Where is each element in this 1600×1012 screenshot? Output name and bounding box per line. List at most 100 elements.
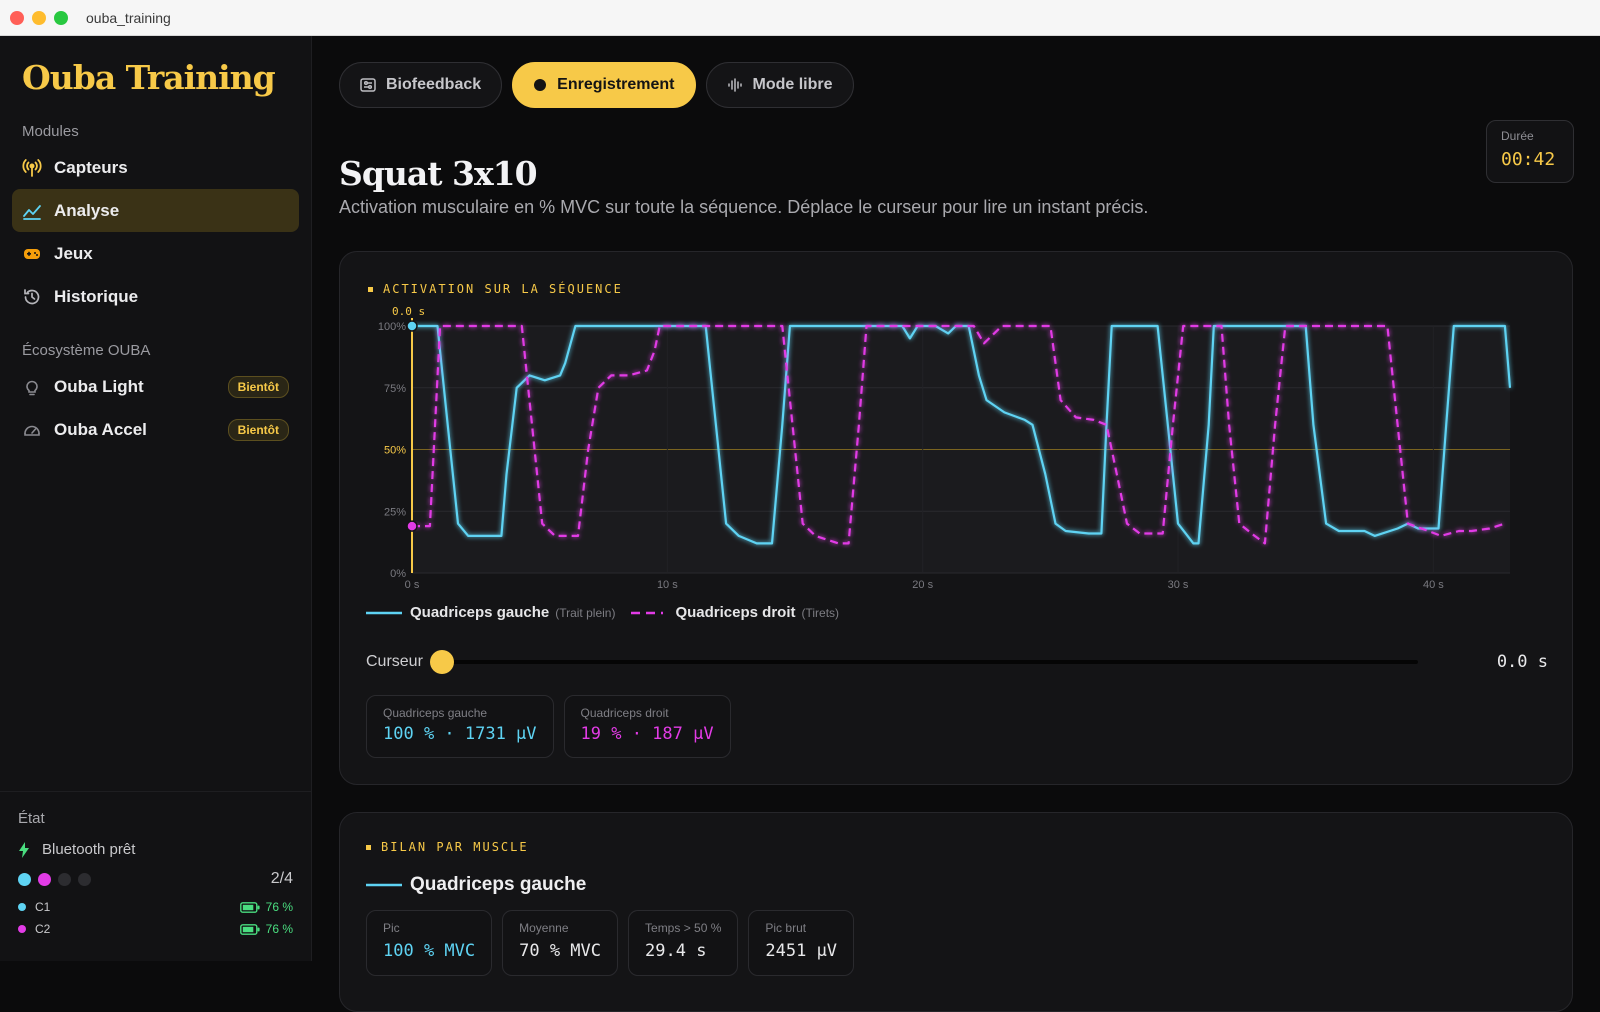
stat-label: Pic brut <box>765 921 807 935</box>
muscle-stats: Pic 100 % MVC Moyenne 70 % MVC Temps > 5… <box>366 910 1546 976</box>
maximize-window-button[interactable] <box>54 10 68 25</box>
battery-text: 76 % <box>265 900 293 914</box>
window-titlebar: ouba_training <box>0 0 1600 36</box>
close-window-button[interactable] <box>10 10 24 25</box>
cursor-label: Curseur <box>366 653 423 670</box>
y-tick-label: 25% <box>384 506 406 518</box>
cursor-slider[interactable] <box>430 650 1418 674</box>
cursor-point-gauche <box>406 320 418 332</box>
x-tick-label: 20 s <box>912 579 933 591</box>
activation-card-label: ACTIVATION SUR LA SÉQUENCE <box>368 282 623 296</box>
summary-card-label: BILAN PAR MUSCLE <box>366 840 1546 854</box>
duration-label: Durée <box>1501 129 1534 143</box>
gamepad-icon <box>22 244 42 264</box>
activation-card: ACTIVATION SUR LA SÉQUENCE 0% 25% 50% 75% 10… <box>339 251 1573 785</box>
x-tick-label: 0 s <box>405 579 420 591</box>
channel-dot <box>18 903 26 911</box>
stat-moyenne: Moyenne 70 % MVC <box>502 910 619 976</box>
stat-label: Moyenne <box>519 921 569 935</box>
sensor-dots: 2/4 <box>18 870 293 888</box>
sensor-dot-1 <box>18 872 31 886</box>
status-panel: État Bluetooth prêt 2/4 C1 76 % <box>0 791 311 961</box>
legend-left-hint: (Trait plein) <box>555 605 616 620</box>
x-tick-label: 40 s <box>1423 579 1444 591</box>
series-line-quadriceps-droit <box>412 324 1506 545</box>
coming-soon-badge: Bientôt <box>227 418 289 441</box>
session-header: Squat 3x10 Activation musculaire en % MV… <box>339 120 1574 218</box>
readout-label: Quadriceps gauche <box>383 706 488 720</box>
legend-right-name: Quadriceps droit <box>675 604 796 621</box>
battery-level: 76 % <box>239 922 293 936</box>
sidebar-item-analyse[interactable]: Analyse <box>12 189 299 232</box>
stat-pic-brut: Pic brut 2451 µV <box>748 910 855 976</box>
battery-level: 76 % <box>239 900 293 914</box>
sidebar-item-label: Ouba Accel <box>54 419 147 439</box>
cursor-slider-thumb[interactable] <box>430 650 454 674</box>
tab-enregistrement[interactable]: Enregistrement <box>512 62 696 108</box>
mode-tabs: Biofeedback Enregistrement Mode libre <box>339 62 1574 108</box>
bluetooth-status-text: Bluetooth prêt <box>42 841 136 858</box>
sidebar: Ouba Training Modules Capteurs Analyse J… <box>0 36 312 961</box>
window-title: ouba_training <box>86 9 171 26</box>
stat-value: 2451 µV <box>765 941 838 961</box>
cursor-row: Curseur 0.0 s <box>366 650 1548 674</box>
page-title: Squat 3x10 <box>339 154 538 193</box>
sidebar-item-ouba-accel[interactable]: Ouba Accel Bientôt <box>12 408 299 451</box>
stat-value: 29.4 s <box>645 941 707 961</box>
tab-label: Biofeedback <box>386 76 482 93</box>
y-tick-label: 0% <box>390 568 406 580</box>
stat-temps-au-dessus-50: Temps > 50 % 29.4 s <box>628 910 739 976</box>
dashed-line-legend-icon <box>631 611 664 614</box>
stat-value: 70 % MVC <box>519 941 602 961</box>
record-dot-icon <box>533 78 547 92</box>
page-subtitle: Activation musculaire en % MVC sur toute… <box>339 197 1149 217</box>
chart-legend: Quadriceps gauche (Trait plein) Quadrice… <box>366 604 855 621</box>
sidebar-item-capteurs[interactable]: Capteurs <box>12 146 299 189</box>
minimize-window-button[interactable] <box>32 10 46 25</box>
label-square-icon <box>368 287 373 292</box>
sidebar-item-jeux[interactable]: Jeux <box>12 232 299 275</box>
label-square-icon <box>366 845 371 850</box>
stat-pic: Pic 100 % MVC <box>366 910 493 976</box>
legend-right-hint: (Tirets) <box>801 605 840 620</box>
readout-value: 100 % · 1731 µV <box>383 724 537 744</box>
activation-chart[interactable]: 0% 25% 50% 75% 100% 0 s 10 s 20 s 30 s 40 s 0.0 s <box>340 302 1540 602</box>
y-tick-label: 50% <box>384 445 406 457</box>
readout-quadriceps-gauche: Quadriceps gauche 100 % · 1731 µV <box>366 695 554 758</box>
channel-dot <box>18 925 26 933</box>
chart-line-icon <box>22 201 42 221</box>
x-tick-label: 10 s <box>657 579 678 591</box>
battery-icon <box>239 901 260 913</box>
channel-name: C2 <box>35 922 51 936</box>
sidebar-item-label: Ouba Light <box>54 376 144 396</box>
tab-mode-libre[interactable]: Mode libre <box>705 62 854 108</box>
sensor-dot-2 <box>38 872 51 886</box>
sensor-dot-4 <box>78 872 91 886</box>
duration-value: 00:42 <box>1501 149 1556 170</box>
tab-biofeedback[interactable]: Biofeedback <box>339 62 503 108</box>
battery-icon <box>239 923 260 935</box>
sidebar-item-ouba-light[interactable]: Ouba Light Bientôt <box>12 365 299 408</box>
gauge-icon <box>22 420 42 440</box>
sensor-dot-3 <box>58 872 71 886</box>
sliders-icon <box>360 77 376 93</box>
tab-label: Mode libre <box>752 76 833 93</box>
sensor-count: 2/4 <box>270 870 293 887</box>
sidebar-item-historique[interactable]: Historique <box>12 275 299 318</box>
bluetooth-status: Bluetooth prêt <box>18 841 293 858</box>
cursor-value: 0.0 s <box>1496 652 1548 672</box>
summary-card: BILAN PAR MUSCLE Quadriceps gauche Pic 1… <box>339 812 1573 1012</box>
sidebar-item-label: Capteurs <box>54 157 128 177</box>
channel-row-c1: C1 76 % <box>18 900 293 914</box>
channel-row-c2: C2 76 % <box>18 922 293 936</box>
y-tick-label: 75% <box>384 383 406 395</box>
legend-left-name: Quadriceps gauche <box>410 604 550 621</box>
app-brand: Ouba Training <box>22 58 276 97</box>
solid-line-legend-icon <box>366 611 402 614</box>
cursor-point-droit <box>406 520 418 532</box>
solid-line-legend-icon <box>366 883 402 887</box>
sidebar-item-label: Analyse <box>54 200 120 220</box>
battery-text: 76 % <box>265 922 293 936</box>
stat-label: Pic <box>383 921 400 935</box>
y-tick-label: 100% <box>378 321 406 333</box>
